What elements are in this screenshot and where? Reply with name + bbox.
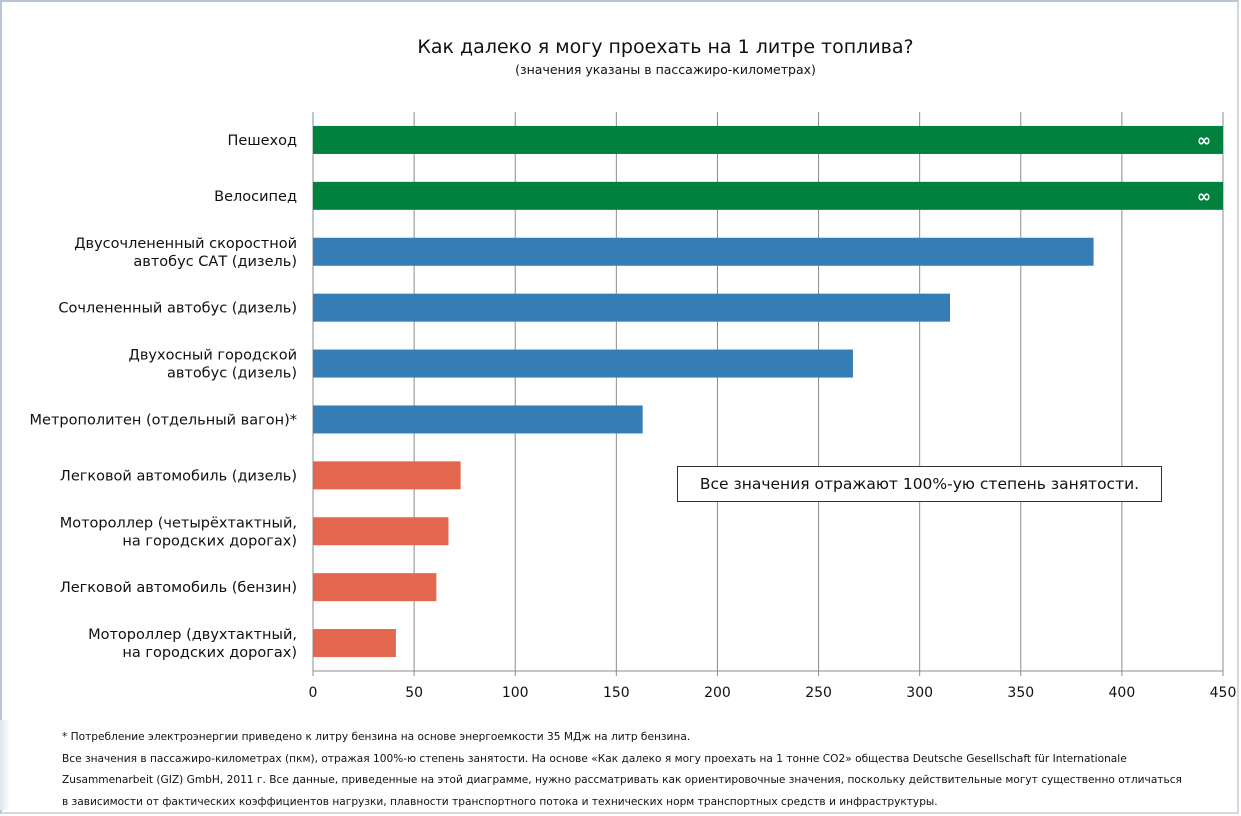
frame-decoration <box>0 720 10 810</box>
footnote-source-3: в зависимости от фактических коэффициент… <box>62 795 938 808</box>
category-label: Двухосный городской <box>129 348 297 364</box>
x-tick-label: 450 <box>1210 685 1237 701</box>
x-tick-label: 250 <box>805 685 832 701</box>
infinity-label: ∞ <box>1197 187 1211 207</box>
bar-6 <box>313 461 461 490</box>
footnote-source-1: Все значения в пассажиро-километрах (пкм… <box>62 752 1127 765</box>
bar-9 <box>313 629 396 658</box>
category-labels: Пешеход Велосипед Двусочлененный скоростно… <box>30 133 297 661</box>
x-axis-ticks: 0 50 100 150 200 250 300 350 400 450 <box>309 685 1237 701</box>
x-tick-label: 400 <box>1109 685 1136 701</box>
category-label: Двусочлененный скоростной <box>74 236 297 252</box>
chart-title: Как далеко я могу проехать на 1 литре то… <box>417 36 914 58</box>
bar-5 <box>313 405 643 434</box>
category-label: Сочлененный автобус (дизель) <box>58 301 297 317</box>
bar-4 <box>313 349 853 378</box>
category-label: Метрополитен (отдельный вагон)* <box>30 412 297 428</box>
infinity-label: ∞ <box>1197 131 1211 151</box>
bar-0 <box>313 125 1223 154</box>
category-label: Велосипед <box>214 189 297 205</box>
x-tick-label: 50 <box>405 685 423 701</box>
x-tick-label: 0 <box>309 685 318 701</box>
footnote-source-2: Zusammenarbeit (GIZ) GmbH, 2011 г. Все д… <box>62 774 1182 786</box>
x-tick-label: 150 <box>603 685 630 701</box>
x-tick-label: 300 <box>906 685 933 701</box>
bar-3 <box>313 293 950 322</box>
category-label: на городских дорогах) <box>122 645 297 661</box>
bar-2 <box>313 237 1094 266</box>
category-label: Пешеход <box>228 133 298 149</box>
occupancy-note: Все значения отражают 100%-ую степень за… <box>677 466 1162 502</box>
category-label: Мотороллер (двухтактный, <box>88 627 297 643</box>
x-tick-label: 200 <box>704 685 731 701</box>
category-label: автобус (дизель) <box>167 366 297 382</box>
bar-1 <box>313 181 1223 210</box>
category-label: Легковой автомобиль (дизель) <box>60 468 297 484</box>
bar-8 <box>313 573 437 602</box>
category-label: Мотороллер (четырёхтактный, <box>60 515 297 531</box>
category-label: на городских дорогах) <box>122 533 297 549</box>
bars: ∞∞ <box>313 125 1223 658</box>
footnote-energy: * Потребление электроэнергии приведено к… <box>62 731 691 743</box>
x-tick-label: 350 <box>1007 685 1034 701</box>
x-tick-label: 100 <box>502 685 529 701</box>
footnotes: * Потребление электроэнергии приведено к… <box>62 727 1222 813</box>
category-label: автобус САТ (дизель) <box>133 254 297 270</box>
chart-subtitle: (значения указаны в пассажиро-километрах… <box>515 62 816 77</box>
bar-7 <box>313 517 449 546</box>
category-label: Легковой автомобиль (бензин) <box>60 580 297 596</box>
